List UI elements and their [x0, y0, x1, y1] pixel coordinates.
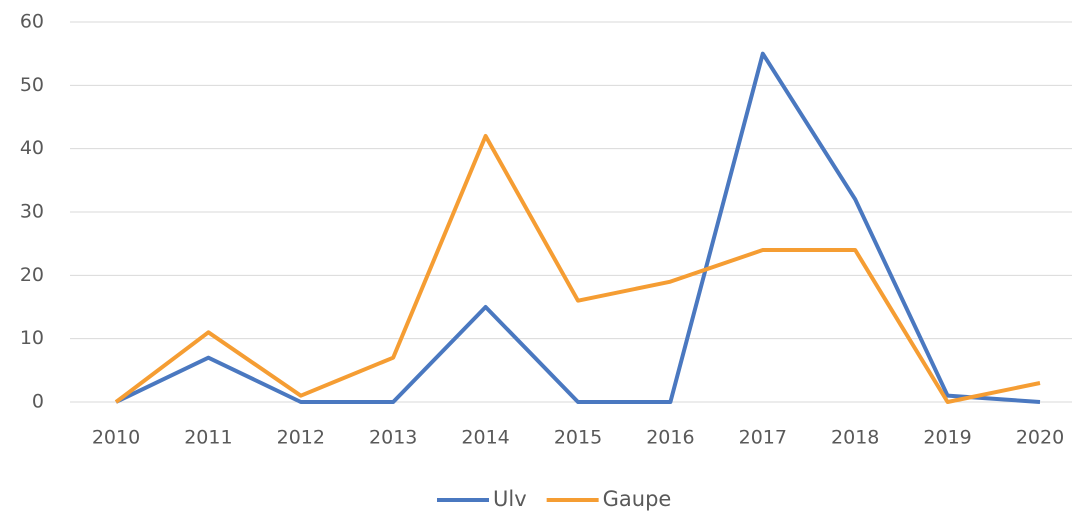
legend-label: Ulv — [493, 487, 527, 511]
y-tick-label: 60 — [20, 11, 44, 33]
y-tick-label: 50 — [20, 74, 44, 96]
x-tick-label: 2013 — [369, 427, 417, 449]
x-tick-label: 2019 — [923, 427, 971, 449]
x-tick-label: 2017 — [739, 427, 787, 449]
y-tick-label: 20 — [20, 264, 44, 286]
x-tick-label: 2014 — [461, 427, 509, 449]
legend-label: Gaupe — [603, 487, 672, 511]
y-tick-label: 30 — [20, 201, 44, 223]
series-line — [114, 134, 1041, 404]
x-tick-label: 2012 — [277, 427, 325, 449]
x-tick-label: 2018 — [831, 427, 879, 449]
x-tick-label: 2010 — [92, 427, 140, 449]
x-tick-label: 2020 — [1016, 427, 1064, 449]
y-tick-label: 10 — [20, 327, 44, 349]
series-line — [115, 51, 1041, 404]
x-tick-label: 2016 — [646, 427, 694, 449]
y-tick-label: 40 — [20, 137, 44, 159]
y-tick-label: 0 — [32, 391, 44, 413]
x-tick-label: 2015 — [554, 427, 602, 449]
x-tick-label: 2011 — [184, 427, 232, 449]
